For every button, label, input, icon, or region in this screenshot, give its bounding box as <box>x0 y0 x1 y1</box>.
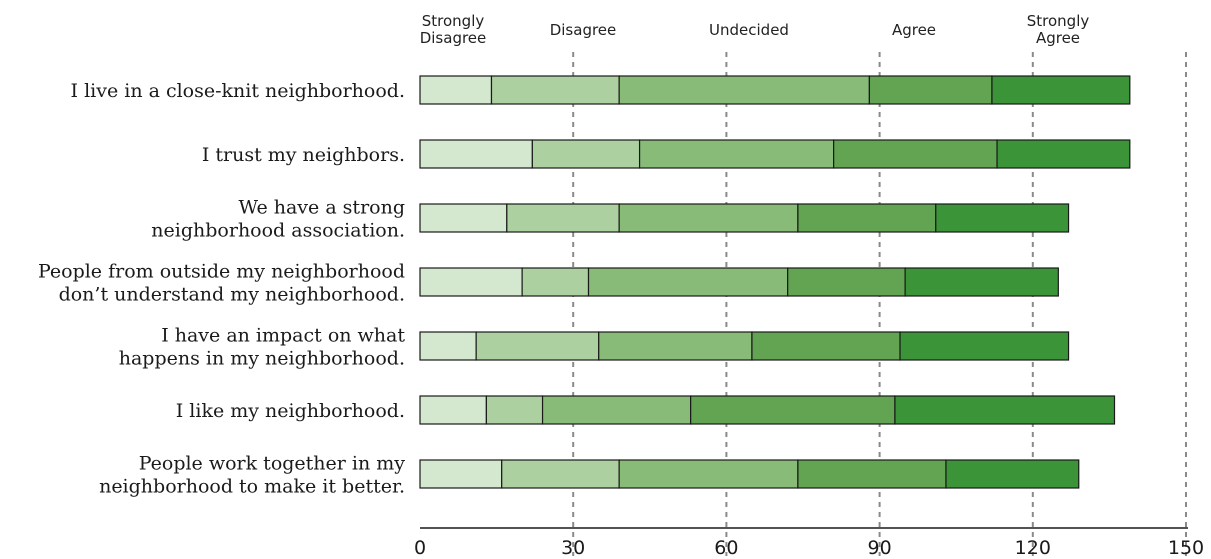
legend: Strongly Disagree Disagree Undecided Agree St… <box>420 12 1090 47</box>
bar-segment-row1-series2 <box>490 75 620 105</box>
bar-segment-row5-series3 <box>598 331 753 361</box>
category-label: People from outside my neighborhood don’t… <box>38 261 405 306</box>
bar-segment-row4-series4 <box>787 267 906 297</box>
x-tick-label: 30 <box>561 537 585 559</box>
bar-segment-row1-series5 <box>991 75 1131 105</box>
bar-segment-row3-series1 <box>419 203 508 233</box>
bar-segment-row3-series4 <box>797 203 937 233</box>
bar-segment-row7-series3 <box>618 459 799 489</box>
bar-segment-row1-series1 <box>419 75 493 105</box>
legend-entry: Agree <box>892 21 936 39</box>
category-label: I trust my neighbors. <box>202 144 405 166</box>
legend-entry: Undecided <box>709 21 789 39</box>
x-tick-label: 120 <box>1015 537 1051 559</box>
bar-segment-row3-series2 <box>506 203 620 233</box>
bar-segment-row6-series2 <box>485 395 544 425</box>
bar-segment-row7-series1 <box>419 459 503 489</box>
category-label: I live in a close-knit neighborhood. <box>71 80 405 102</box>
bar-segment-row5-series5 <box>899 331 1070 361</box>
bar-segment-row6-series5 <box>894 395 1116 425</box>
category-label: People work together in my neighborhood t… <box>99 453 405 498</box>
category-label: We have a strong neighborhood association… <box>151 197 405 242</box>
x-tick-label: 0 <box>414 537 426 559</box>
bar-segment-row1-series3 <box>618 75 870 105</box>
bar-segment-row2-series5 <box>996 139 1131 169</box>
bar-segment-row5-series2 <box>475 331 600 361</box>
x-axis: 0 30 60 90 120 150 <box>414 527 1204 559</box>
bars-layer <box>419 75 1131 489</box>
bar-segment-row3-series5 <box>935 203 1070 233</box>
bar-segment-row2-series1 <box>419 139 533 169</box>
category-label: I like my neighborhood. <box>176 400 405 422</box>
bar-segment-row1-series4 <box>868 75 993 105</box>
bar-segment-row2-series3 <box>638 139 835 169</box>
bar-segment-row5-series1 <box>419 331 477 361</box>
bar-segment-row6-series3 <box>541 395 692 425</box>
legend-entry: Strongly Agree <box>1027 12 1090 47</box>
bar-segment-row4-series3 <box>587 267 789 297</box>
bar-segment-row6-series1 <box>419 395 487 425</box>
bar-segment-row4-series2 <box>521 267 590 297</box>
bar-segment-row2-series4 <box>833 139 998 169</box>
bar-segment-row7-series5 <box>945 459 1080 489</box>
x-tick-label: 60 <box>714 537 738 559</box>
bar-segment-row6-series4 <box>690 395 896 425</box>
legend-entry: Strongly Disagree <box>420 12 487 47</box>
legend-entry: Disagree <box>550 21 617 39</box>
bar-segment-row3-series3 <box>618 203 799 233</box>
category-label: I have an impact on what happens in my ne… <box>119 325 406 370</box>
x-tick-label: 150 <box>1168 537 1204 559</box>
bar-segment-row4-series1 <box>419 267 523 297</box>
bar-segment-row4-series5 <box>904 267 1059 297</box>
bar-segment-row7-series2 <box>501 459 620 489</box>
x-tick-label: 90 <box>868 537 892 559</box>
bar-segment-row2-series2 <box>531 139 641 169</box>
bar-segment-row5-series4 <box>751 331 901 361</box>
bar-segment-row7-series4 <box>797 459 947 489</box>
category-labels: I live in a close-knit neighborhood. I tr… <box>38 80 405 498</box>
